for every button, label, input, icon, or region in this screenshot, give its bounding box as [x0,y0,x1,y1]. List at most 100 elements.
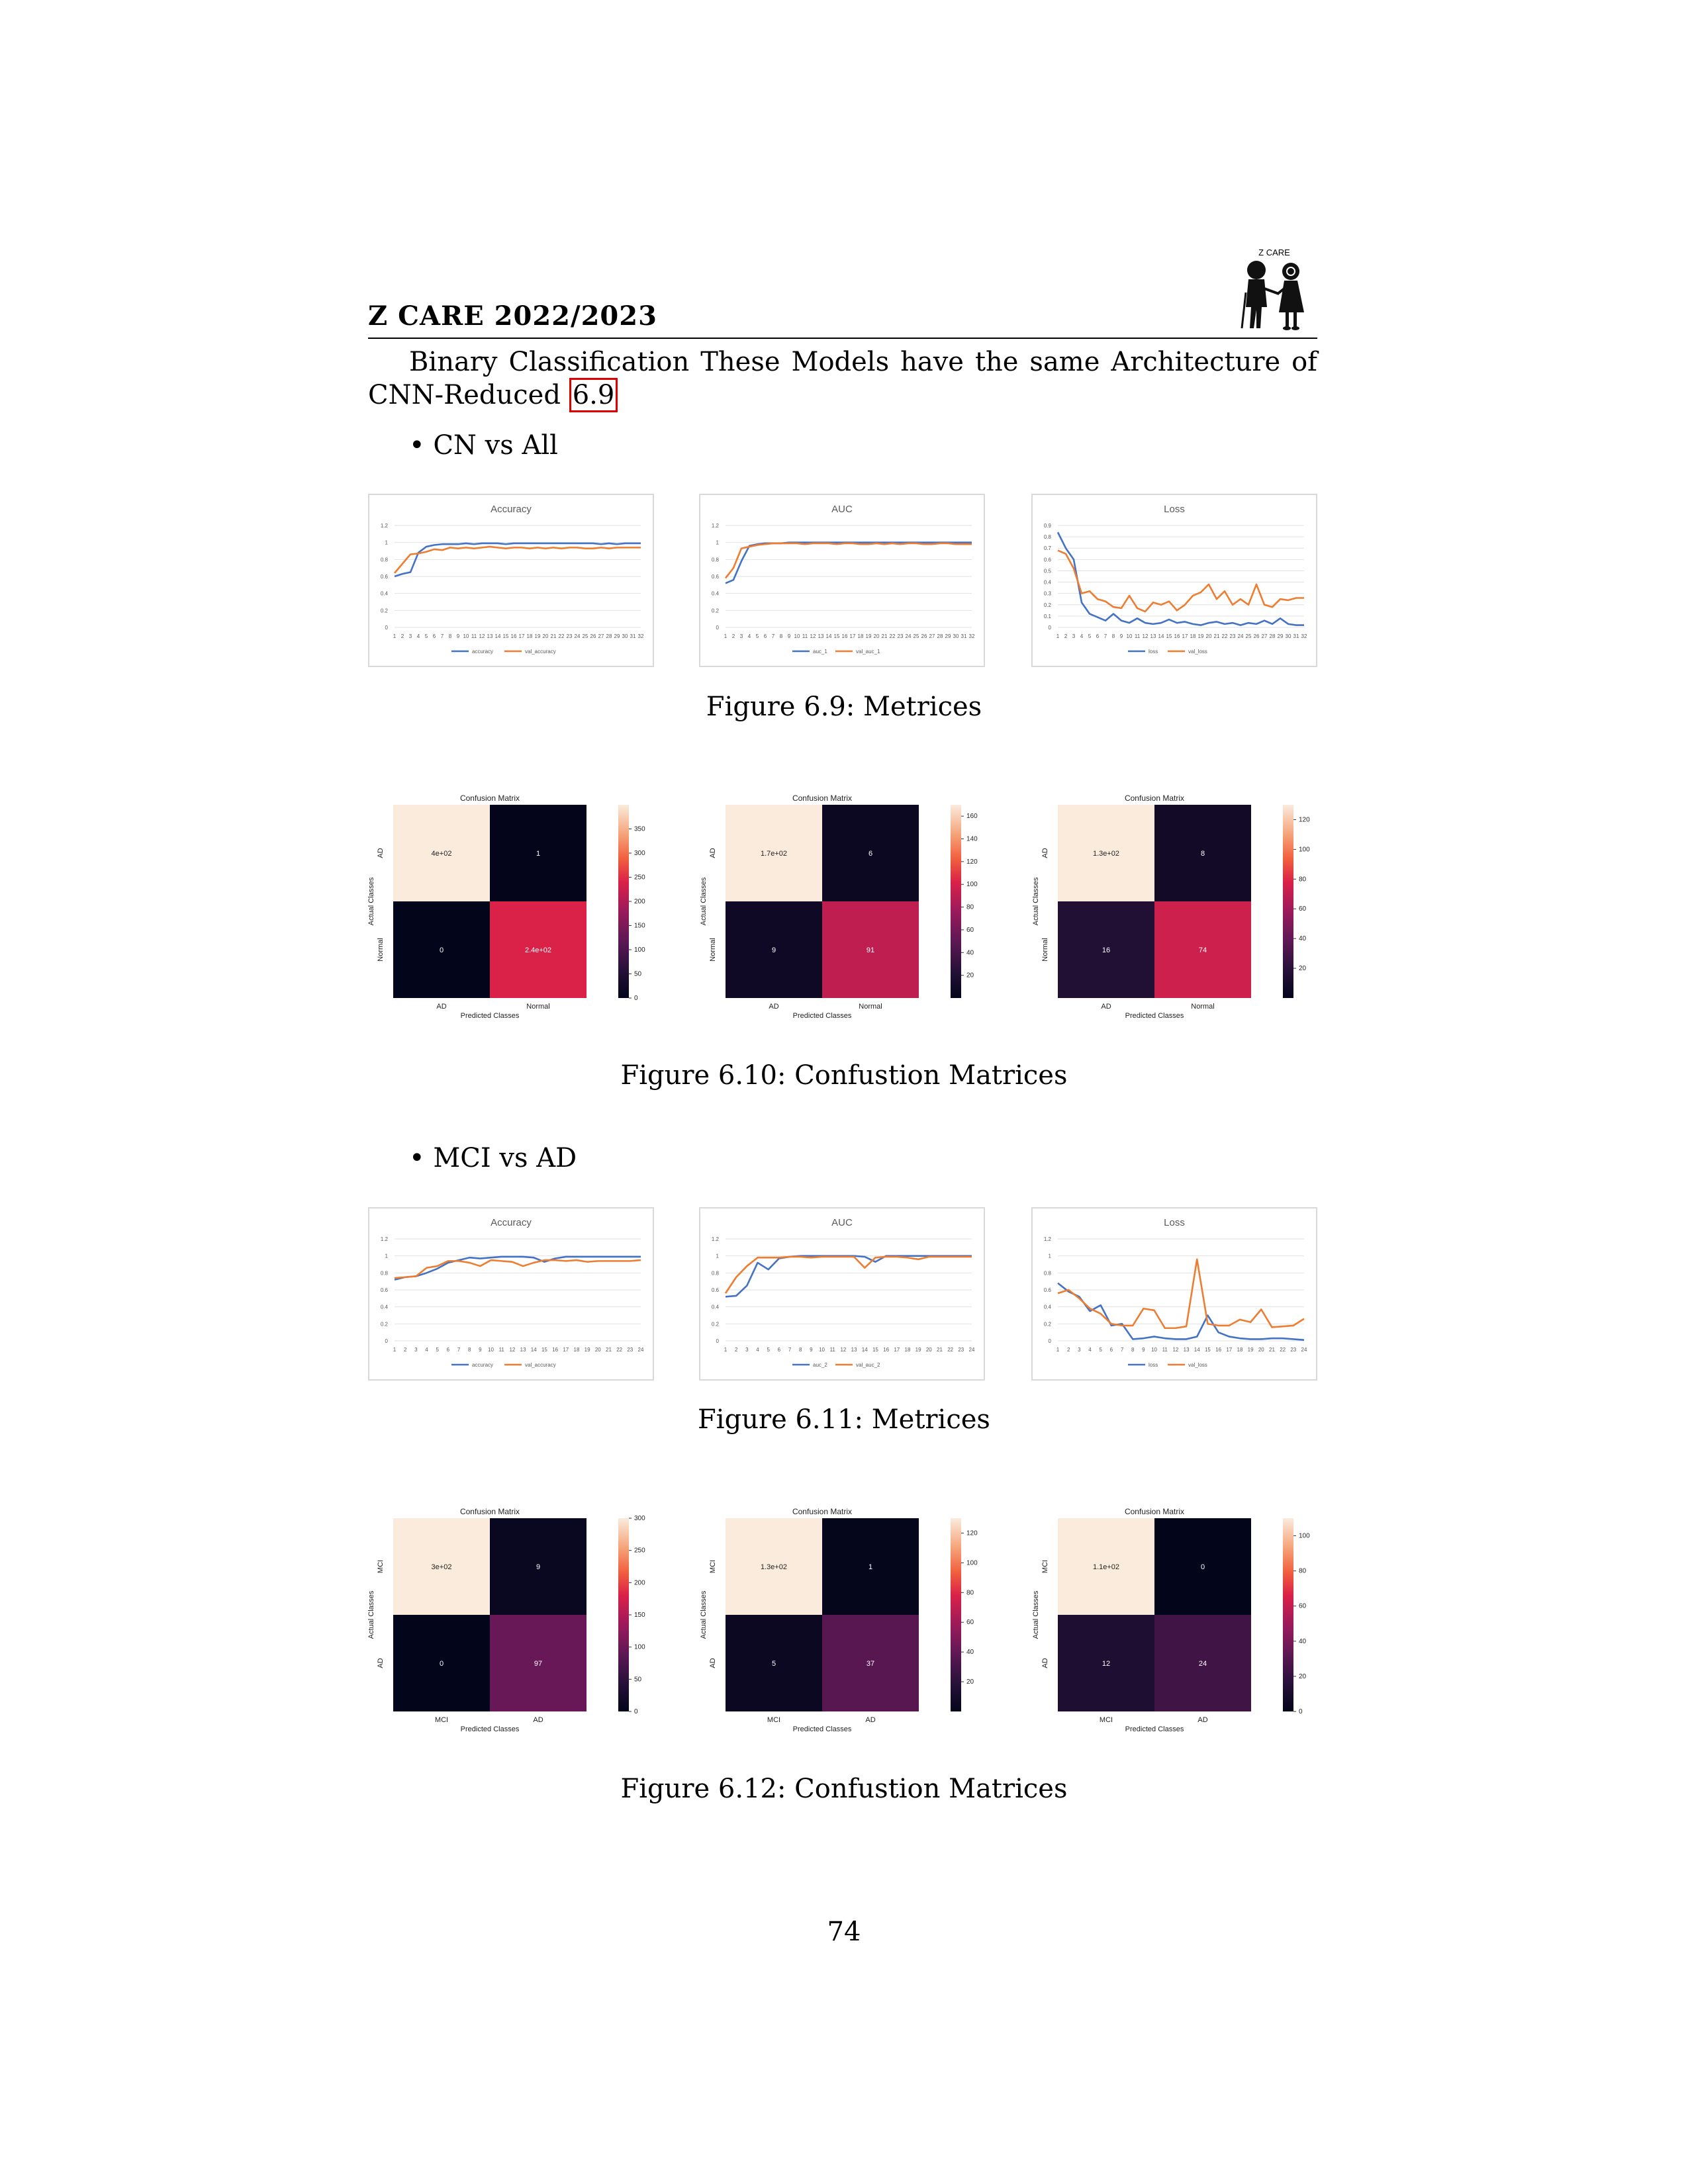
confusion-matrix-1: Confusion Matrix 4e+02 1 0 2.4e+02 AD AD Normal… [368,794,653,1031]
y-class-label: MCI [377,1560,385,1573]
cm-cell [393,901,490,998]
x-tick-label: 21 [551,633,557,639]
cm-svg-2: Confusion Matrix 1.7e+02 6 9 91 AD AD Normal Nor… [700,794,978,1020]
colorbar-tick-label: 350 [634,826,645,833]
x-tick-label: 15 [541,1347,547,1353]
x-tick-label: 3 [740,633,743,639]
x-tick-label: 31 [961,633,967,639]
x-tick-label: 8 [799,1347,802,1353]
x-tick-label: 25 [914,633,919,639]
series-line-val_loss [1057,549,1304,613]
x-tick-label: 24 [1238,633,1244,639]
x-tick-label: 24 [1301,1347,1307,1353]
x-tick-label: 18 [905,1347,911,1353]
y-class-label: AD [1041,1658,1049,1668]
x-tick-label: 6 [778,1347,781,1353]
y-tick-label: 0.6 [1044,1287,1052,1293]
x-class-label: AD [1197,1716,1207,1724]
x-tick-label: 23 [1230,633,1236,639]
y-tick-label: 0.7 [1044,545,1052,551]
bullet-mci-vs-ad: • MCI vs AD [409,1143,577,1173]
x-tick-label: 11 [499,1347,505,1353]
x-tick-label: 8 [780,633,783,639]
x-class-label: AD [865,1716,875,1724]
x-tick-label: 27 [1262,633,1268,639]
colorbar-tick-label: 200 [634,898,645,905]
cm-cell [726,1518,822,1615]
x-tick-label: 21 [606,1347,612,1353]
x-class-label: MCI [1100,1716,1113,1724]
x-tick-label: 22 [616,1347,622,1353]
legend-label: val_accuracy [525,1362,556,1368]
colorbar-tick-label: 120 [966,858,978,866]
x-tick-label: 1 [724,1347,727,1353]
chart-title: AUC [831,504,853,515]
colorbar-tick-label: 150 [634,923,645,930]
bullet-dot: • [409,430,434,461]
x-tick-label: 11 [802,633,808,639]
x-tick-label: 24 [969,1347,975,1353]
y-tick-label: 1 [385,1253,389,1259]
cm-cell [393,1518,490,1615]
cm-cell-label: 9 [536,1563,540,1571]
y-tick-label: 1 [1049,1253,1052,1259]
x-tick-label: 22 [559,633,565,639]
x-tick-label: 19 [866,633,872,639]
x-tick-label: 16 [1215,1347,1221,1353]
line-chart-auc-1: AUC 0 0.2 0.4 0.6 0.8 1 1.2 1 2 3 4 5 6 7 8 9 10 11 12 13 14 1… [699,494,985,667]
cm-cell-label: 1.1e+02 [1093,1563,1119,1571]
x-tick-label: 13 [487,633,493,639]
y-axis-label: Actual Classes [700,1590,708,1639]
x-tick-label: 7 [1104,633,1107,639]
y-tick-label: 0.6 [381,574,389,580]
x-tick-label: 14 [1158,633,1164,639]
x-tick-label: 18 [527,633,533,639]
cm-cell-label: 1 [868,1563,872,1571]
cm-cell-label: 0 [440,1660,444,1668]
x-tick-label: 7 [772,633,775,639]
x-tick-label: 24 [638,1347,644,1353]
x-tick-label: 14 [862,1347,868,1353]
x-tick-label: 15 [872,1347,878,1353]
y-tick-label: 0.3 [1044,591,1052,597]
x-tick-label: 19 [1248,1347,1254,1353]
cm-cell [726,901,822,998]
bullet-dot: • [409,1143,434,1173]
x-tick-label: 1 [393,633,397,639]
colorbar-tick-label: 120 [1299,816,1310,823]
colorbar-tick-label: 20 [966,972,974,979]
colorbar-tick-label: 60 [1299,1603,1307,1610]
x-tick-label: 6 [1110,1347,1113,1353]
x-tick-label: 8 [1112,633,1115,639]
line-chart-accuracy-2: Accuracy 0 0.2 0.4 0.6 0.8 1 1.2 1 2 3 4 5 6 7 8 9 10 11 12… [368,1207,654,1381]
y-tick-label: 0.6 [1044,557,1052,563]
series-line-loss [1057,1282,1305,1342]
x-tick-label: 15 [503,633,509,639]
series-line-accuracy [394,1255,641,1281]
x-tick-label: 17 [1182,633,1188,639]
x-tick-label: 7 [788,1347,792,1353]
colorbar-tick-label: 80 [1299,876,1307,883]
x-tick-label: 5 [1099,1347,1102,1353]
x-tick-label: 16 [1174,633,1180,639]
x-tick-label: 14 [531,1347,537,1353]
chart-title: Accuracy [491,504,532,515]
cm-cell-label: 4e+02 [432,850,452,858]
zcare-logo: Z CARE [1238,246,1311,331]
x-tick-label: 8 [1131,1347,1135,1353]
y-tick-label: 0.8 [1044,1270,1052,1276]
x-tick-label: 12 [1172,1347,1178,1353]
x-tick-label: 20 [926,1347,932,1353]
x-tick-label: 4 [756,1347,759,1353]
x-tick-label: 15 [1166,633,1172,639]
y-tick-label: 0.8 [1044,534,1052,540]
cm-svg-1: Confusion Matrix 4e+02 1 0 2.4e+02 AD AD Normal… [368,794,645,1020]
figure-ref-link[interactable]: 6.9 [569,378,618,412]
y-tick-label: 0.8 [712,557,720,563]
x-axis-label: Predicted Classes [1125,1725,1184,1733]
x-class-label: Normal [859,1003,882,1011]
x-tick-label: 12 [479,633,485,639]
x-tick-label: 2 [401,633,404,639]
colorbar-tick-label: 100 [634,946,645,954]
